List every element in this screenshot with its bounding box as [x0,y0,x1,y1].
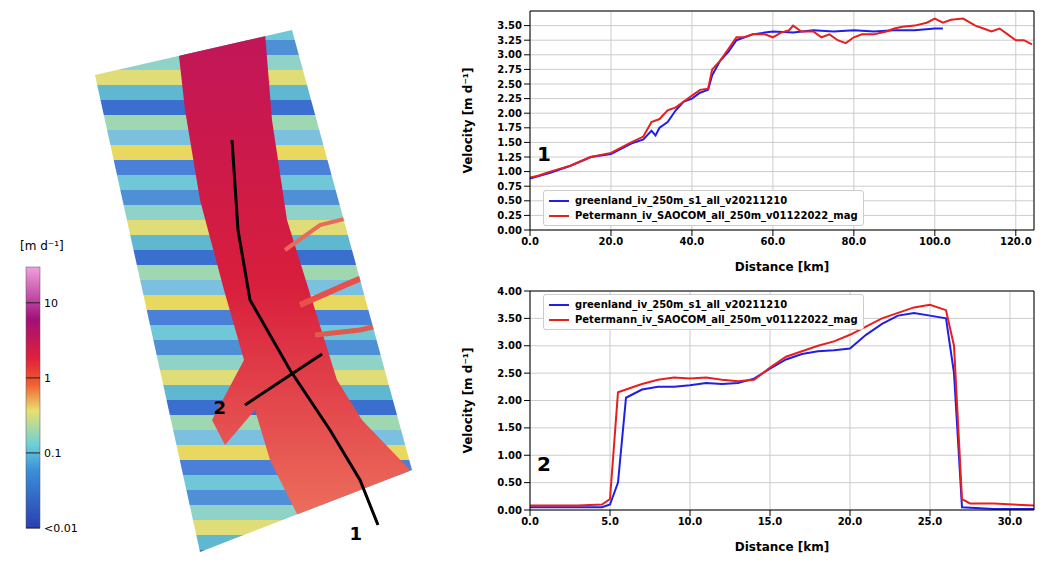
svg-text:3.00: 3.00 [497,340,522,351]
svg-text:0.0: 0.0 [521,236,539,247]
svg-text:3.25: 3.25 [497,35,522,46]
html-text:1: 1 [537,142,551,166]
svg-text:Velocity [m d⁻¹]: Velocity [m d⁻¹] [461,68,475,174]
svg-text:1.50: 1.50 [497,137,522,148]
svg-text:0.50: 0.50 [497,477,522,488]
svg-text:Velocity [m d⁻¹]: Velocity [m d⁻¹] [461,348,475,454]
svg-text:1.00: 1.00 [497,450,522,461]
svg-text:<0.01: <0.01 [44,522,78,535]
svg-text:1.75: 1.75 [497,122,522,133]
svg-text:0.00: 0.00 [497,225,522,236]
svg-text:1.50: 1.50 [497,422,522,433]
svg-text:2.50: 2.50 [497,368,522,379]
svg-text:1.00: 1.00 [497,166,522,177]
svg-text:Distance [km]: Distance [km] [735,260,829,274]
svg-text:80.0: 80.0 [842,236,867,247]
svg-text:10.0: 10.0 [678,516,703,527]
svg-text:120.0: 120.0 [1000,236,1032,247]
svg-text:2.25: 2.25 [497,93,522,104]
svg-text:20.0: 20.0 [599,236,624,247]
svg-text:2.00: 2.00 [497,395,522,406]
svg-text:60.0: 60.0 [761,236,786,247]
svg-text:2.75: 2.75 [497,64,522,75]
svg-text:5.0: 5.0 [601,516,619,527]
svg-text:0.1: 0.1 [44,447,62,460]
svg-text:1: 1 [44,372,51,385]
svg-text:0.50: 0.50 [497,195,522,206]
svg-text:0.00: 0.00 [497,505,522,516]
svg-text:0.75: 0.75 [497,181,522,192]
svg-text:15.0: 15.0 [758,516,783,527]
html-text:Petermann_iv_SAOCOM_all_250m_v: Petermann_iv_SAOCOM_all_250m_v01122022_m… [575,210,858,221]
svg-text:3.50: 3.50 [497,20,522,31]
svg-text:2: 2 [213,397,226,418]
svg-text:1.25: 1.25 [497,152,522,163]
html-text:greenland_iv_250m_s1_all_v2021: greenland_iv_250m_s1_all_v20211210 [575,195,788,206]
svg-text:0.0: 0.0 [521,516,539,527]
svg-text:2.50: 2.50 [497,79,522,90]
html-text:Petermann_iv_SAOCOM_all_250m_v: Petermann_iv_SAOCOM_all_250m_v01122022_m… [575,314,858,325]
svg-text:30.0: 30.0 [998,516,1023,527]
svg-text:4.00: 4.00 [497,286,522,297]
svg-text:20.0: 20.0 [838,516,863,527]
svg-text:2.00: 2.00 [497,108,522,119]
svg-text:Distance [km]: Distance [km] [735,540,829,554]
html-text:2: 2 [537,452,551,476]
html-text:greenland_iv_250m_s1_all_v2021: greenland_iv_250m_s1_all_v20211210 [575,299,788,310]
svg-text:[m d⁻¹]: [m d⁻¹] [20,239,64,253]
svg-text:25.0: 25.0 [918,516,943,527]
svg-text:3.50: 3.50 [497,313,522,324]
svg-text:1: 1 [349,523,362,544]
svg-text:10: 10 [44,297,58,310]
svg-text:3.00: 3.00 [497,49,522,60]
svg-text:100.0: 100.0 [919,236,951,247]
svg-text:0.25: 0.25 [497,210,522,221]
svg-text:40.0: 40.0 [680,236,705,247]
